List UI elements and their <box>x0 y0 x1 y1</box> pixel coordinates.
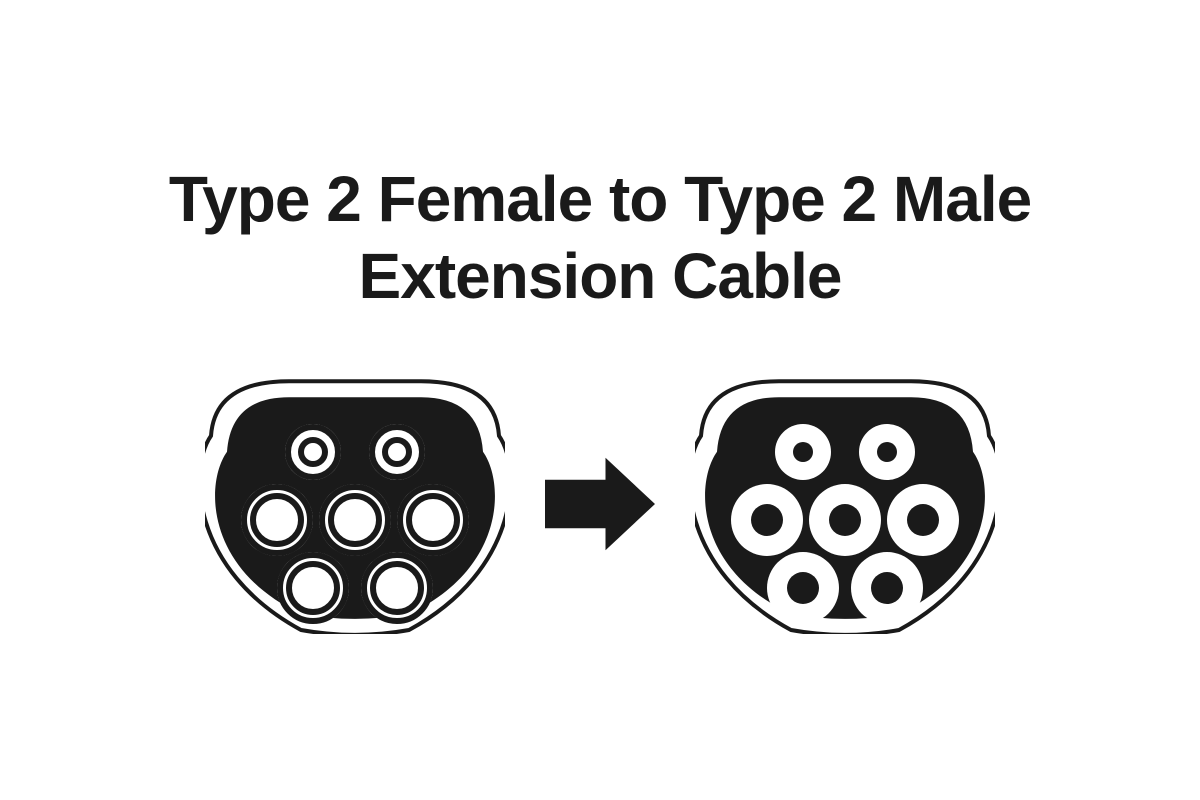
title-line2: Extension Cable <box>359 240 842 312</box>
connector-diagram <box>205 374 995 639</box>
arrow-right-icon <box>545 449 655 564</box>
title-line1: Type 2 Female to Type 2 Male <box>169 163 1031 235</box>
page-title: Type 2 Female to Type 2 Male Extension C… <box>169 161 1031 315</box>
male-connector-icon <box>695 374 995 639</box>
female-connector-icon <box>205 374 505 639</box>
